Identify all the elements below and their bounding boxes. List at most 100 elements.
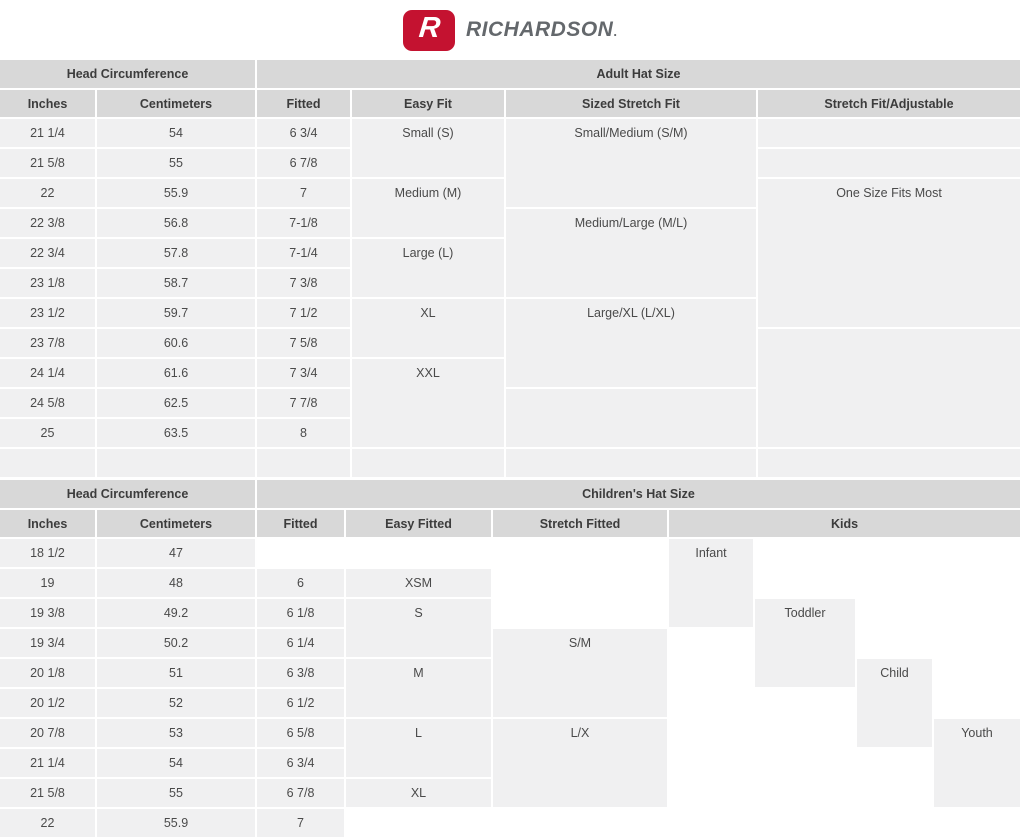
cell-21-5-8: 21 5/8 xyxy=(0,779,95,807)
cell-l: L xyxy=(346,719,491,777)
empty-cell xyxy=(506,389,756,447)
cell-20-1-2: 20 1/2 xyxy=(0,689,95,717)
cell-51: 51 xyxy=(97,659,255,687)
cell-55: 55 xyxy=(97,779,255,807)
cell-small-medium-s-m: Small/Medium (S/M) xyxy=(506,119,756,207)
cell-xl: XL xyxy=(352,299,504,357)
empty-cell xyxy=(257,449,350,477)
cell-55-9: 55.9 xyxy=(97,809,255,837)
header-cell-easy-fitted: Easy Fitted xyxy=(346,510,491,537)
empty-cell xyxy=(758,329,1020,447)
logo-letter: R xyxy=(417,12,442,44)
cell-small-s: Small (S) xyxy=(352,119,504,177)
cell-63-5: 63.5 xyxy=(97,419,255,447)
cell-child: Child xyxy=(857,659,932,747)
cell-7: 7 xyxy=(257,809,344,837)
header-cell-adult-hat-size: Adult Hat Size xyxy=(257,60,1020,88)
header-cell-fitted: Fitted xyxy=(257,510,344,537)
cell-7: 7 xyxy=(257,179,350,207)
header-cell-fitted: Fitted xyxy=(257,90,350,117)
header-cell-stretch-fit-adjustable: Stretch Fit/Adjustable xyxy=(758,90,1020,117)
cell-58-7: 58.7 xyxy=(97,269,255,297)
cell-22: 22 xyxy=(0,809,95,837)
cell-xl: XL xyxy=(346,779,491,807)
cell-large-xl-l-xl: Large/XL (L/XL) xyxy=(506,299,756,387)
cell-60-6: 60.6 xyxy=(97,329,255,357)
header-cell-inches: Inches xyxy=(0,90,95,117)
cell-7-1-8: 7-1/8 xyxy=(257,209,350,237)
cell-large-l: Large (L) xyxy=(352,239,504,297)
empty-cell xyxy=(758,149,1020,177)
page-header: R RICHARDSON. xyxy=(0,0,1020,60)
cell-18-1-2: 18 1/2 xyxy=(0,539,95,567)
header-cell-sized-stretch-fit: Sized Stretch Fit xyxy=(506,90,756,117)
cell-6-3-8: 6 3/8 xyxy=(257,659,344,687)
header-cell-head-circumference: Head Circumference xyxy=(0,60,255,88)
cell-6-1-2: 6 1/2 xyxy=(257,689,344,717)
cell-47: 47 xyxy=(97,539,255,567)
header-cell-inches: Inches xyxy=(0,510,95,537)
cell-55-9: 55.9 xyxy=(97,179,255,207)
cell-62-5: 62.5 xyxy=(97,389,255,417)
header-cell-centimeters: Centimeters xyxy=(97,510,255,537)
cell-6-7-8: 6 7/8 xyxy=(257,149,350,177)
cell-toddler: Toddler xyxy=(755,599,855,687)
cell-7-3-4: 7 3/4 xyxy=(257,359,350,387)
cell-24-1-4: 24 1/4 xyxy=(0,359,95,387)
cell-6-1-4: 6 1/4 xyxy=(257,629,344,657)
cell-6: 6 xyxy=(257,569,344,597)
cell-infant: Infant xyxy=(669,539,753,627)
cell-23-7-8: 23 7/8 xyxy=(0,329,95,357)
cell-61-6: 61.6 xyxy=(97,359,255,387)
cell-22-3-4: 22 3/4 xyxy=(0,239,95,267)
empty-cell xyxy=(352,449,504,477)
cell-7-1-4: 7-1/4 xyxy=(257,239,350,267)
cell-19-3-4: 19 3/4 xyxy=(0,629,95,657)
cell-52: 52 xyxy=(97,689,255,717)
cell-s: S xyxy=(346,599,491,657)
cell-20-7-8: 20 7/8 xyxy=(0,719,95,747)
cell-medium-large-m-l: Medium/Large (M/L) xyxy=(506,209,756,297)
header-cell-easy-fit: Easy Fit xyxy=(352,90,504,117)
cell-6-5-8: 6 5/8 xyxy=(257,719,344,747)
empty-cell xyxy=(0,449,95,477)
cell-7-5-8: 7 5/8 xyxy=(257,329,350,357)
adult-hat-size-table: Head Circumference Adult Hat Size Inches Ce… xyxy=(0,60,1020,477)
cell-21-1-4: 21 1/4 xyxy=(0,119,95,147)
cell-49-2: 49.2 xyxy=(97,599,255,627)
header-cell-head-circumference: Head Circumference xyxy=(0,480,255,508)
cell-xxl: XXL xyxy=(352,359,504,447)
cell-57-8: 57.8 xyxy=(97,239,255,267)
header-cell-stretch-fitted: Stretch Fitted xyxy=(493,510,667,537)
cell-50-2: 50.2 xyxy=(97,629,255,657)
cell-6-1-8: 6 1/8 xyxy=(257,599,344,627)
brand-wordmark: RICHARDSON. xyxy=(466,18,617,42)
cell-s-m: S/M xyxy=(493,629,667,717)
cell-53: 53 xyxy=(97,719,255,747)
richardson-logo-icon: R xyxy=(403,9,456,51)
cell-8: 8 xyxy=(257,419,350,447)
brand-wordmark-text: RICHARDSON xyxy=(466,18,614,41)
children-hat-size-table: Head Circumference Children's Hat Size Inc… xyxy=(0,480,1020,837)
cell-6-3-4: 6 3/4 xyxy=(257,119,350,147)
cell-one-size-fits-most: One Size Fits Most xyxy=(758,179,1020,327)
cell-22: 22 xyxy=(0,179,95,207)
empty-cell xyxy=(97,449,255,477)
cell-7-3-8: 7 3/8 xyxy=(257,269,350,297)
cell-24-5-8: 24 5/8 xyxy=(0,389,95,417)
header-cell-kids: Kids xyxy=(669,510,1020,537)
cell-59-7: 59.7 xyxy=(97,299,255,327)
cell-19: 19 xyxy=(0,569,95,597)
cell-19-3-8: 19 3/8 xyxy=(0,599,95,627)
cell-medium-m: Medium (M) xyxy=(352,179,504,237)
cell-6-7-8: 6 7/8 xyxy=(257,779,344,807)
header-cell-centimeters: Centimeters xyxy=(97,90,255,117)
cell-20-1-8: 20 1/8 xyxy=(0,659,95,687)
registered-mark: . xyxy=(613,24,617,39)
cell-7-7-8: 7 7/8 xyxy=(257,389,350,417)
cell-25: 25 xyxy=(0,419,95,447)
empty-cell xyxy=(758,119,1020,147)
cell-54: 54 xyxy=(97,749,255,777)
cell-youth: Youth xyxy=(934,719,1020,807)
cell-54: 54 xyxy=(97,119,255,147)
